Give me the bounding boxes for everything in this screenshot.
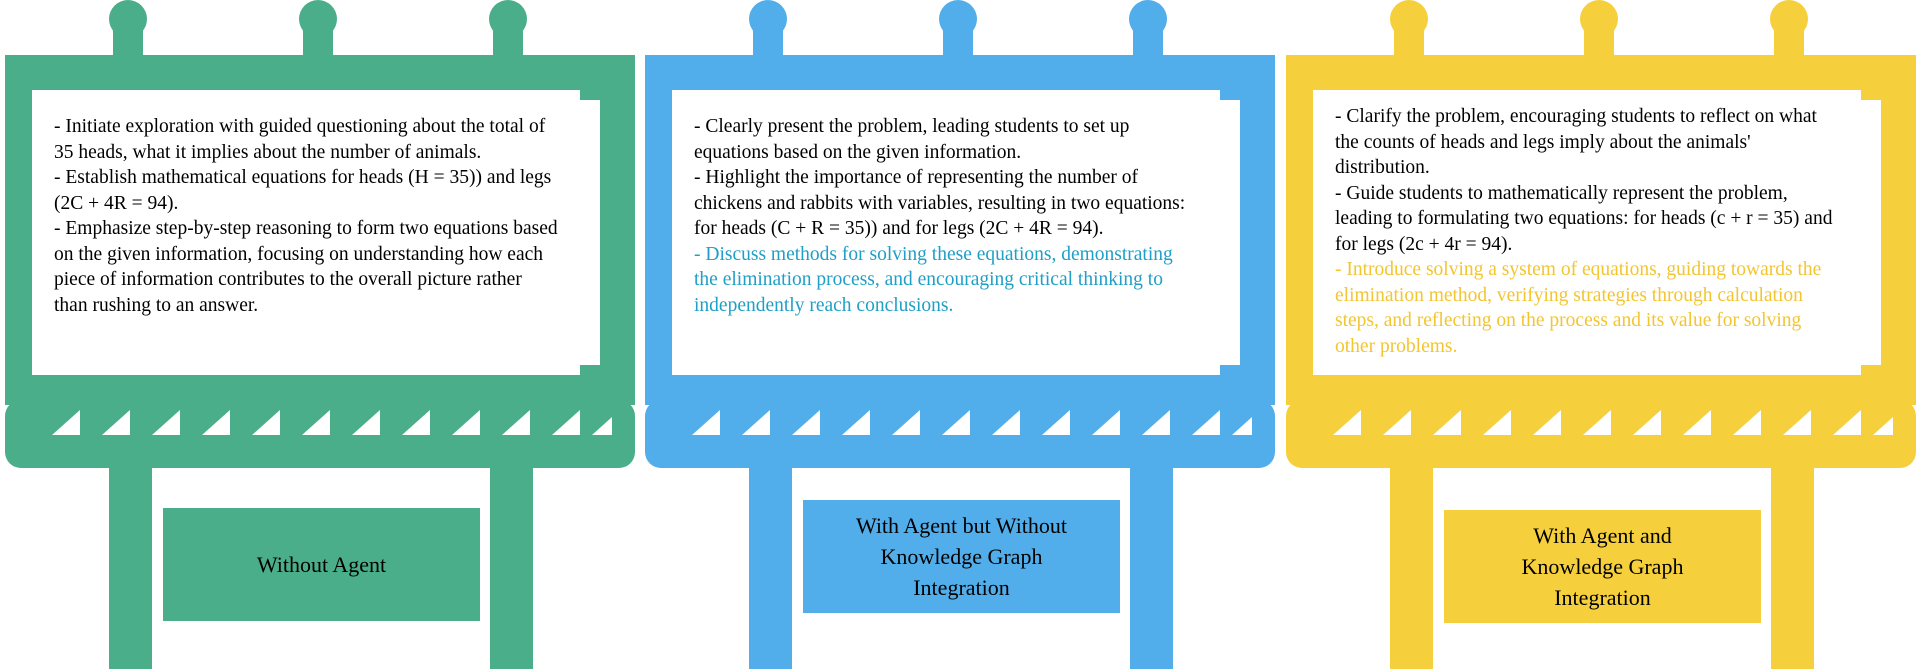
strategy-line: - Initiate exploration with guided quest… bbox=[54, 116, 546, 163]
sign-label: With Agent but Without Knowledge Graph I… bbox=[855, 513, 1068, 600]
strategy-line-highlight: - Introduce solving a system of equation… bbox=[1335, 259, 1822, 357]
sign-frame bbox=[5, 0, 635, 669]
sign-label: With Agent and Knowledge Graph Integrati… bbox=[1521, 523, 1684, 610]
sign-label: Without Agent bbox=[256, 552, 387, 577]
strategy-line: - Establish mathematical equations for h… bbox=[54, 167, 552, 214]
strategy-line: - Clarify the problem, encouraging stude… bbox=[1335, 106, 1817, 178]
strategy-line: - Clearly present the problem, leading s… bbox=[694, 116, 1130, 163]
strategy-line: - Highlight the importance of representi… bbox=[694, 167, 1186, 239]
strategy-panel: - Initiate exploration with guided quest… bbox=[32, 90, 580, 375]
sign-agent-without-kg: - Clearly present the problem, leading s… bbox=[640, 0, 1280, 669]
sign-frame bbox=[1286, 0, 1916, 669]
sign-agent-with-kg: - Clarify the problem, encouraging stude… bbox=[1281, 0, 1921, 669]
strategy-line-highlight: - Discuss methods for solving these equa… bbox=[694, 243, 1173, 316]
strategy-line: - Emphasize step-by-step reasoning to fo… bbox=[54, 218, 558, 316]
strategy-panel: - Clarify the problem, encouraging stude… bbox=[1313, 90, 1861, 375]
strategy-panel: - Clearly present the problem, leading s… bbox=[672, 90, 1220, 375]
sign-without-agent: - Initiate exploration with guided quest… bbox=[0, 0, 640, 669]
strategy-line: - Guide students to mathematically repre… bbox=[1335, 182, 1833, 255]
